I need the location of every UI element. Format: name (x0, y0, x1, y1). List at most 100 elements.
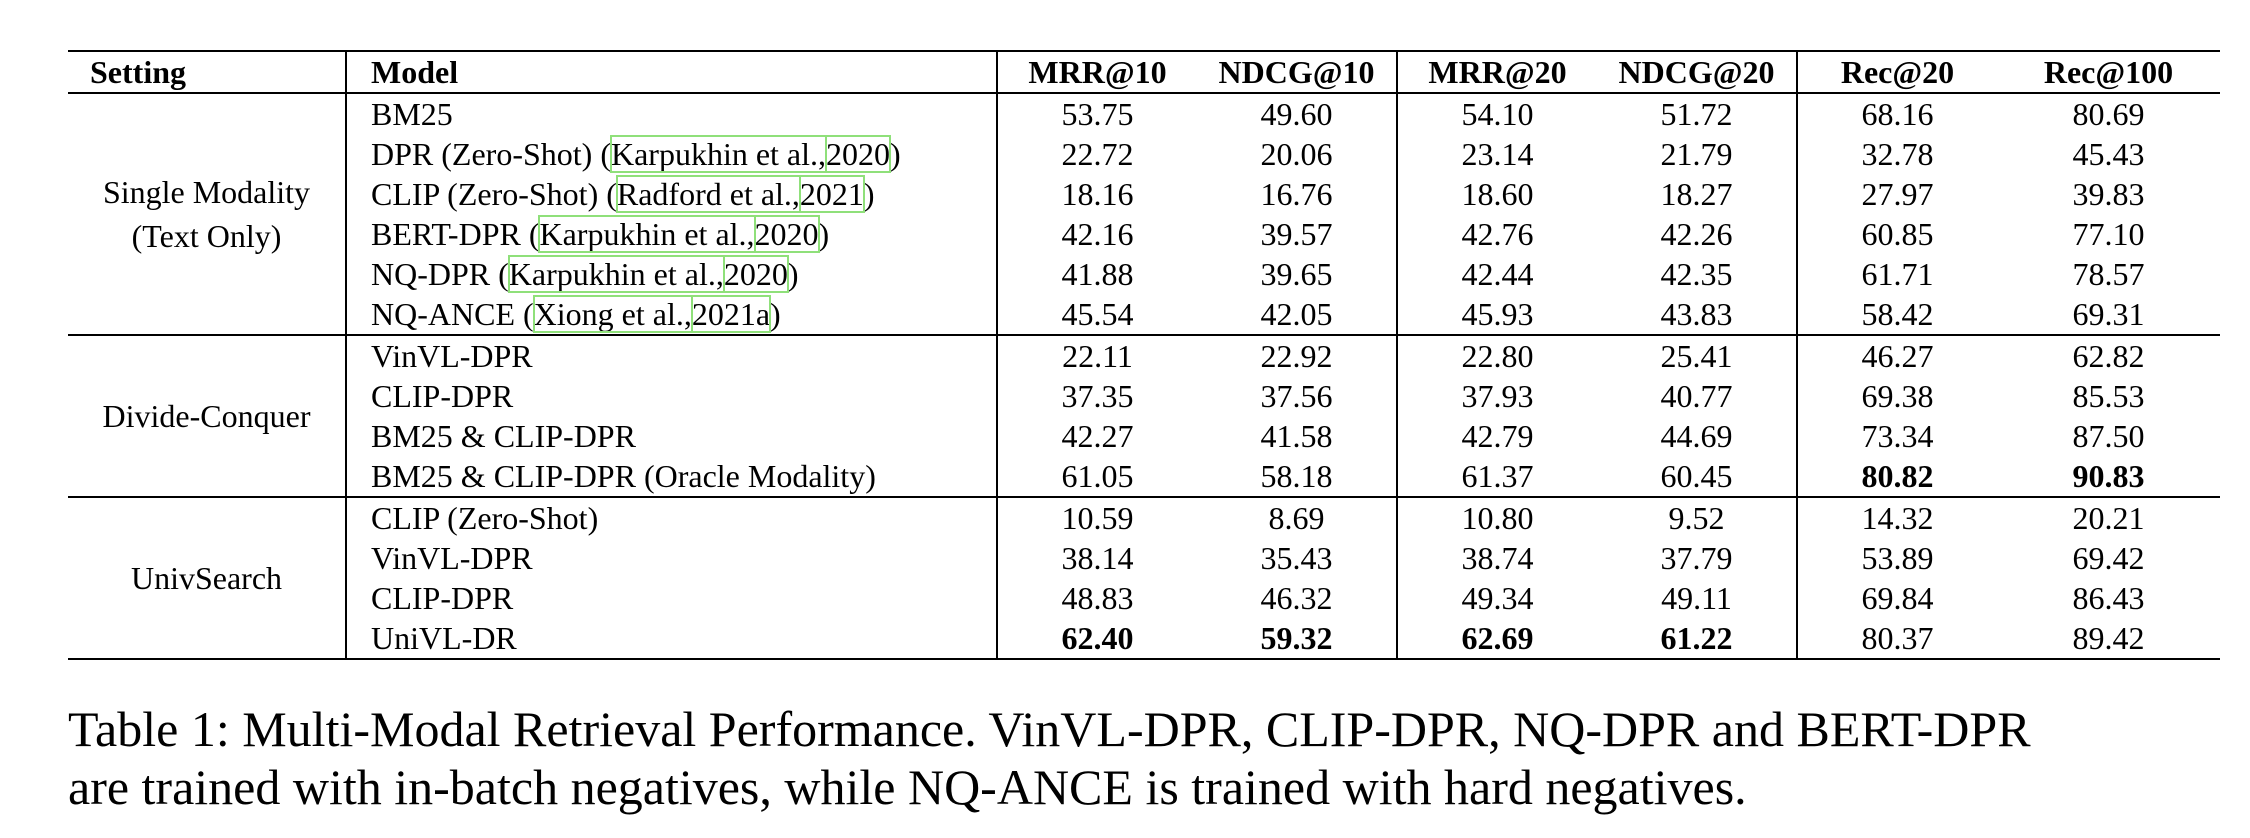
metric-value: 49.60 (1197, 93, 1398, 134)
metric-value: 86.43 (2072, 580, 2145, 616)
metric-value: 40.77 (1597, 376, 1798, 416)
table-row: CLIP-DPR 37.35 37.56 37.93 40.77 69.38 85.53 (68, 376, 2220, 416)
model-suffix: ) (770, 296, 781, 332)
model-name: UniVL-DR (371, 620, 517, 656)
model-name: BM25 & CLIP-DPR (371, 418, 636, 454)
metric-value: 62.82 (2072, 338, 2145, 374)
model-cell: BM25 & CLIP-DPR (346, 416, 998, 456)
table-row: CLIP-DPR 48.83 46.32 49.34 49.11 69.84 86.43 (68, 578, 2220, 618)
metric-value: 22.80 (1461, 338, 1534, 374)
model-suffix: ) (863, 176, 875, 212)
metric-value: 14.32 (1861, 500, 1934, 536)
metric-value: 38.74 (1461, 540, 1534, 576)
table-row: UnivSearch CLIP (Zero-Shot) 10.59 8.69 10.80… (68, 497, 2220, 659)
table-row: Single Modality (Text Only) BM25 53.75 49.60… (68, 93, 2220, 335)
model-cell: CLIP-DPR (346, 578, 998, 618)
metric-value: 89.42 (2072, 620, 2145, 656)
metric-value: 41.88 (1061, 256, 1134, 292)
citation-year-link[interactable]: 2021 (798, 175, 865, 213)
metric-value: 87.50 (2072, 418, 2145, 454)
metric-value: 39.65 (1197, 254, 1398, 294)
metric-value: 73.34 (1861, 418, 1934, 454)
model-name: DPR (Zero-Shot) ( (371, 136, 611, 172)
metric-value: 43.83 (1597, 294, 1798, 335)
metric-value: 27.97 (1861, 176, 1934, 212)
metric-value: 25.41 (1597, 335, 1798, 376)
table-row: NQ-ANCE (Xiong et al.,2021a) 45.54 42.05 45… (68, 294, 2220, 335)
table-row: NQ-DPR (Karpukhin et al.,2020) 41.88 39.65… (68, 254, 2220, 294)
model-name: CLIP (Zero-Shot) (371, 500, 599, 536)
header-row: Setting Model MRR@10 NDCG@10 MRR@20 NDCG… (68, 51, 2220, 93)
citation-authors-link[interactable]: Xiong et al., (532, 295, 693, 333)
metric-value: 22.11 (1062, 338, 1133, 374)
header-rec100: Rec@100 (2043, 54, 2174, 90)
setting-label-line: Single Modality (102, 174, 311, 210)
table-group: UnivSearch CLIP (Zero-Shot) 10.59 8.69 10.80… (68, 497, 2220, 659)
model-name: VinVL-DPR (371, 338, 533, 374)
model-suffix: ) (818, 216, 830, 252)
model-name: CLIP-DPR (371, 378, 514, 414)
metric-value: 18.16 (1061, 176, 1134, 212)
metric-value: 42.35 (1597, 254, 1798, 294)
metric-value: 85.53 (2072, 378, 2145, 414)
setting-cell: Single Modality (Text Only) (68, 93, 347, 335)
metric-value: 45.43 (2072, 136, 2145, 172)
metric-value: 39.57 (1197, 214, 1398, 254)
model-name: NQ-ANCE ( (371, 296, 534, 332)
model-cell: BM25 & CLIP-DPR (Oracle Modality) (346, 456, 998, 497)
metric-value: 69.84 (1861, 580, 1934, 616)
model-suffix: ) (787, 256, 799, 292)
metric-value: 37.93 (1461, 378, 1534, 414)
model-name: BERT-DPR ( (371, 216, 540, 252)
metric-value: 39.83 (2072, 176, 2145, 212)
citation-year-link[interactable]: 2020 (753, 215, 820, 253)
header-ndcg10: NDCG@10 (1197, 51, 1398, 93)
metric-value: 61.22 (1597, 618, 1798, 659)
metric-value: 37.79 (1597, 538, 1798, 578)
model-suffix: ) (890, 136, 901, 172)
citation-authors-link[interactable]: Radford et al., (615, 175, 801, 213)
metric-value: 37.56 (1197, 376, 1398, 416)
metric-value: 62.40 (1061, 620, 1134, 656)
citation-authors-link[interactable]: Karpukhin et al., (507, 255, 725, 293)
citation-authors-link[interactable]: Karpukhin et al., (609, 135, 828, 173)
table-row: BM25 & CLIP-DPR 42.27 41.58 42.79 44.69 73.34… (68, 416, 2220, 456)
citation-year-link[interactable]: 2021a (690, 295, 772, 333)
metric-value: 59.32 (1197, 618, 1398, 659)
metric-value: 32.78 (1861, 136, 1934, 172)
metric-value: 9.52 (1597, 497, 1798, 538)
metric-value: 10.59 (1061, 500, 1134, 536)
metric-value: 18.27 (1597, 174, 1798, 214)
citation-year-link[interactable]: 2020 (722, 255, 789, 293)
model-cell: CLIP (Zero-Shot) (Radford et al.,2021) (346, 174, 998, 214)
metric-value: 48.83 (1061, 580, 1134, 616)
metric-value: 61.71 (1861, 256, 1934, 292)
metric-value: 42.05 (1197, 294, 1398, 335)
header-rec20: Rec@20 (1840, 54, 1955, 90)
header-model: Model (346, 51, 998, 93)
model-cell: VinVL-DPR (346, 538, 998, 578)
header-setting: Setting (68, 51, 347, 93)
table-row: DPR (Zero-Shot) (Karpukhin et al.,2020) 2… (68, 134, 2220, 174)
setting-label-line: (Text Only) (131, 218, 282, 254)
metric-value: 37.35 (1061, 378, 1134, 414)
metric-value: 69.38 (1861, 378, 1934, 414)
table-row: UniVL-DR 62.40 59.32 62.69 61.22 80.37 89.42 (68, 618, 2220, 659)
metric-value: 80.69 (2072, 96, 2145, 132)
model-cell: NQ-DPR (Karpukhin et al.,2020) (346, 254, 998, 294)
metric-value: 21.79 (1597, 134, 1798, 174)
setting-label-line: UnivSearch (130, 560, 283, 596)
citation-authors-link[interactable]: Karpukhin et al., (538, 215, 756, 253)
caption-line-1: Table 1: Multi-Modal Retrieval Performan… (68, 701, 2031, 757)
metric-value: 51.72 (1597, 93, 1798, 134)
model-cell: UniVL-DR (346, 618, 998, 659)
citation-year-link[interactable]: 2020 (825, 135, 892, 173)
metric-value: 10.80 (1461, 500, 1534, 536)
table-group: Single Modality (Text Only) BM25 53.75 49.60… (68, 93, 2220, 335)
results-table: Setting Model MRR@10 NDCG@10 MRR@20 NDCG… (68, 50, 2220, 660)
model-cell: DPR (Zero-Shot) (Karpukhin et al.,2020) (346, 134, 998, 174)
table-row: CLIP (Zero-Shot) (Radford et al.,2021) 18… (68, 174, 2220, 214)
metric-value: 58.42 (1861, 296, 1934, 332)
metric-value: 35.43 (1197, 538, 1398, 578)
model-name: CLIP (Zero-Shot) ( (371, 176, 617, 212)
